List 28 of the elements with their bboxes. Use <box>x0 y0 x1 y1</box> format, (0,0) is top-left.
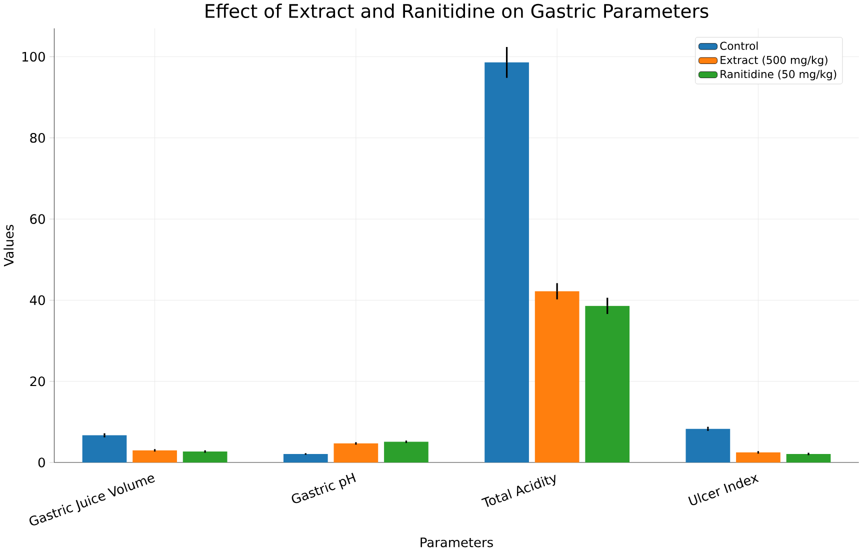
y-tick-label: 40 <box>30 295 45 306</box>
bar <box>182 452 228 463</box>
x-tick-label: Ulcer Index <box>688 474 759 506</box>
y-tick-label: 0 <box>38 458 45 468</box>
bar <box>585 306 630 463</box>
y-tick-label: 80 <box>30 133 45 143</box>
bar <box>484 62 529 463</box>
legend-label: Ranitidine (50 mg/kg) <box>720 70 836 80</box>
x-tick-label: Gastric Juice Volume <box>30 476 155 526</box>
legend-label: Control <box>720 42 758 50</box>
bar <box>334 444 378 463</box>
bar <box>384 442 428 463</box>
bar <box>686 428 730 463</box>
bar <box>132 450 177 463</box>
x-tick-label: Total Acidity <box>481 474 556 507</box>
legend-label: Extract (500 mg/kg) <box>720 56 828 66</box>
y-tick-label: 20 <box>30 376 45 386</box>
bar <box>283 454 328 463</box>
y-tick-label: 100 <box>22 52 45 62</box>
bar <box>736 452 780 463</box>
x-axis-title: Parameters <box>420 538 493 548</box>
x-tick-label: Gastric pH <box>292 472 356 504</box>
chart-title: Effect of Extract and Ranitidine on Gastric Parameters <box>206 4 708 18</box>
y-tick-label: 60 <box>30 214 45 224</box>
y-axis-title: Values <box>4 224 14 267</box>
bar <box>82 435 127 463</box>
bar <box>534 291 580 463</box>
bar <box>786 454 831 463</box>
